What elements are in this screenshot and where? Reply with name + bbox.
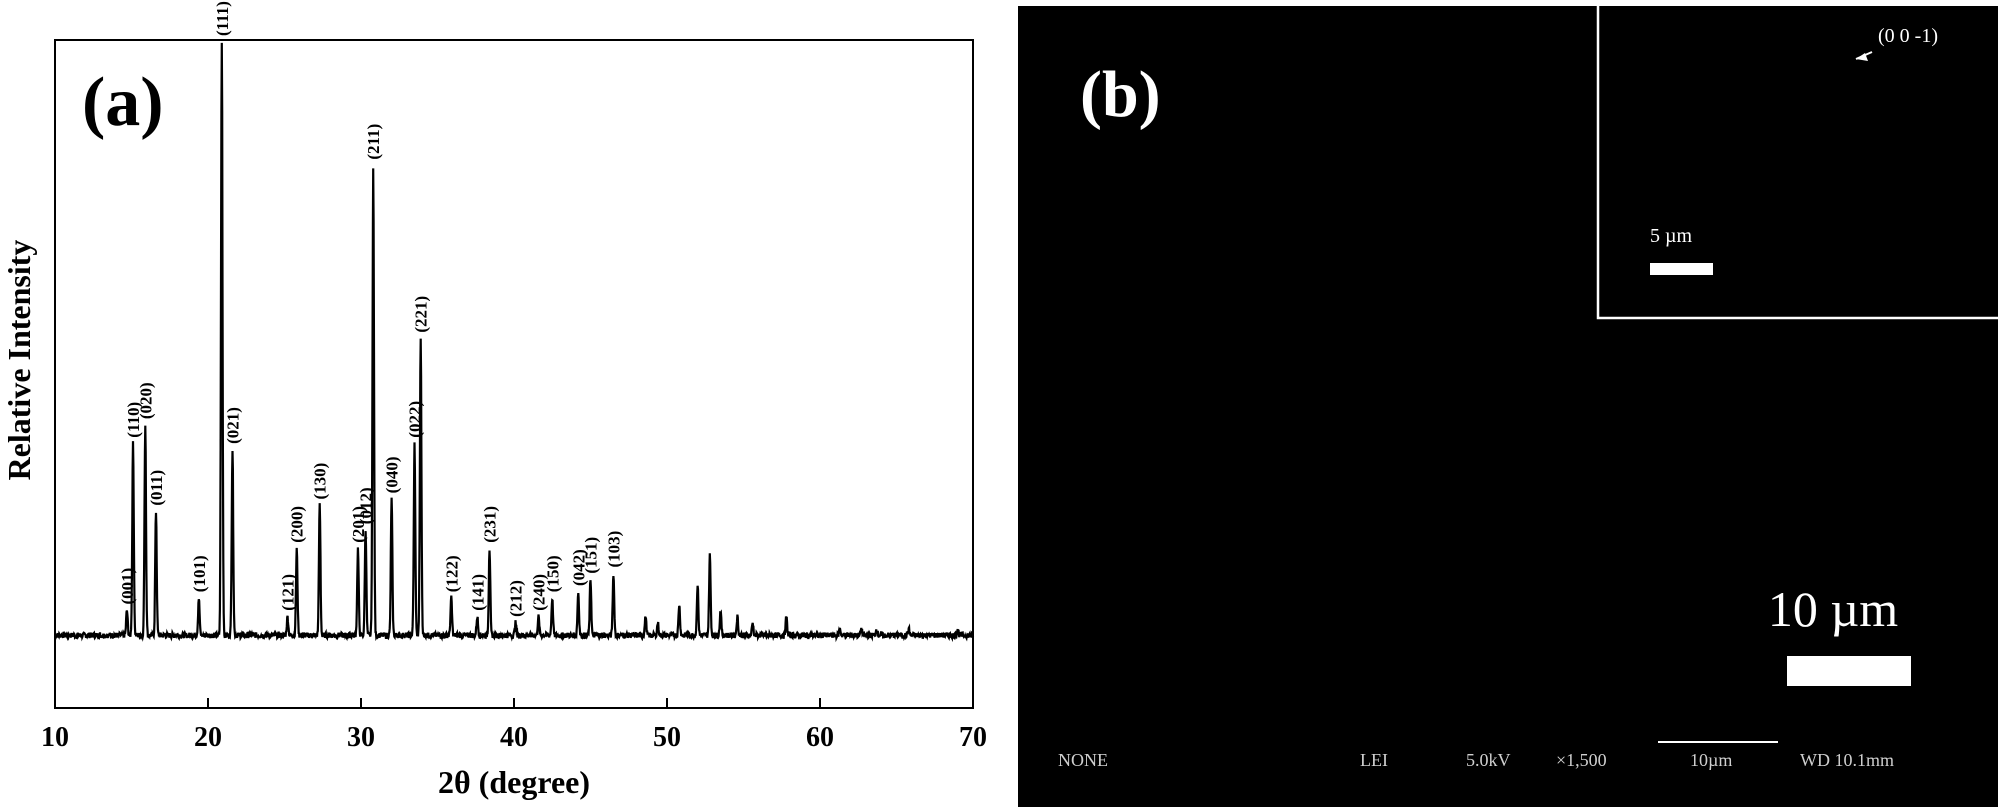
peak-label: (211) xyxy=(364,124,383,160)
info-bar-item: NONE xyxy=(1058,750,1108,770)
peak-label: (012) xyxy=(357,487,376,524)
peak-label: (111) xyxy=(213,1,232,36)
peak-label: (020) xyxy=(136,382,155,419)
sem-image: (b) (0 0 -1) 5 µm 10 µm NONE LEI 5.0kV ×… xyxy=(1018,6,1998,807)
panel-a-label: (a) xyxy=(82,64,164,141)
scale-bar xyxy=(1787,656,1911,686)
peak-label: (200) xyxy=(288,506,307,543)
info-bar-item: 5.0kV xyxy=(1466,750,1511,770)
peak-label: (221) xyxy=(412,296,431,333)
peak-label: (240) xyxy=(529,574,548,611)
panel-b-label: (b) xyxy=(1080,58,1161,131)
x-tick-label: 30 xyxy=(347,722,375,753)
xrd-chart: 10 20 30 40 50 60 70 (001)(110)(020)(011)(101)… xyxy=(1,1,987,800)
peak-label: (122) xyxy=(442,555,461,592)
peak-label: (231) xyxy=(481,506,500,543)
peak-label: (121) xyxy=(279,574,298,611)
x-axis-label: 2θ (degree) xyxy=(438,764,590,800)
info-bar-item: LEI xyxy=(1360,750,1388,770)
peak-label: (150) xyxy=(543,555,562,592)
peak-label: (201) xyxy=(349,506,368,543)
peak-labels: (001)(110)(020)(011)(101)(111)(021)(121)… xyxy=(118,1,624,617)
x-tick-label: 70 xyxy=(959,722,987,753)
peak-label: (110) xyxy=(124,402,143,438)
xrd-trace xyxy=(54,42,975,643)
peak-label: (042) xyxy=(569,549,588,586)
inset-arrow-head xyxy=(1856,53,1868,61)
peak-label: (212) xyxy=(507,580,526,617)
y-axis-label: Relative Intensity xyxy=(1,240,37,481)
x-tick-label: 20 xyxy=(194,722,222,753)
peak-label: (151) xyxy=(582,537,601,574)
x-tick-label: 60 xyxy=(806,722,834,753)
x-tick-label: 10 xyxy=(41,722,69,753)
peak-label: (021) xyxy=(223,407,242,444)
x-axis-ticks: 10 20 30 40 50 60 70 xyxy=(41,698,987,753)
peak-label: (040) xyxy=(383,456,402,493)
info-bar-item: 10µm xyxy=(1690,750,1732,770)
x-tick-label: 50 xyxy=(653,722,681,753)
scale-bar-label: 10 µm xyxy=(1768,581,1898,637)
peak-label: (141) xyxy=(468,574,487,611)
peak-label: (130) xyxy=(311,463,330,500)
info-bar-item: WD 10.1mm xyxy=(1800,750,1894,770)
inset-scale-label: 5 µm xyxy=(1650,225,1693,247)
inset-scale-bar xyxy=(1650,263,1713,275)
peak-label: (103) xyxy=(604,531,623,568)
plot-frame xyxy=(54,39,974,709)
peak-label: (011) xyxy=(147,470,166,506)
info-bar-item: ×1,500 xyxy=(1556,750,1607,770)
inset-annotation: (0 0 -1) xyxy=(1878,25,1938,47)
x-tick-label: 40 xyxy=(500,722,528,753)
peak-label: (101) xyxy=(190,555,209,592)
